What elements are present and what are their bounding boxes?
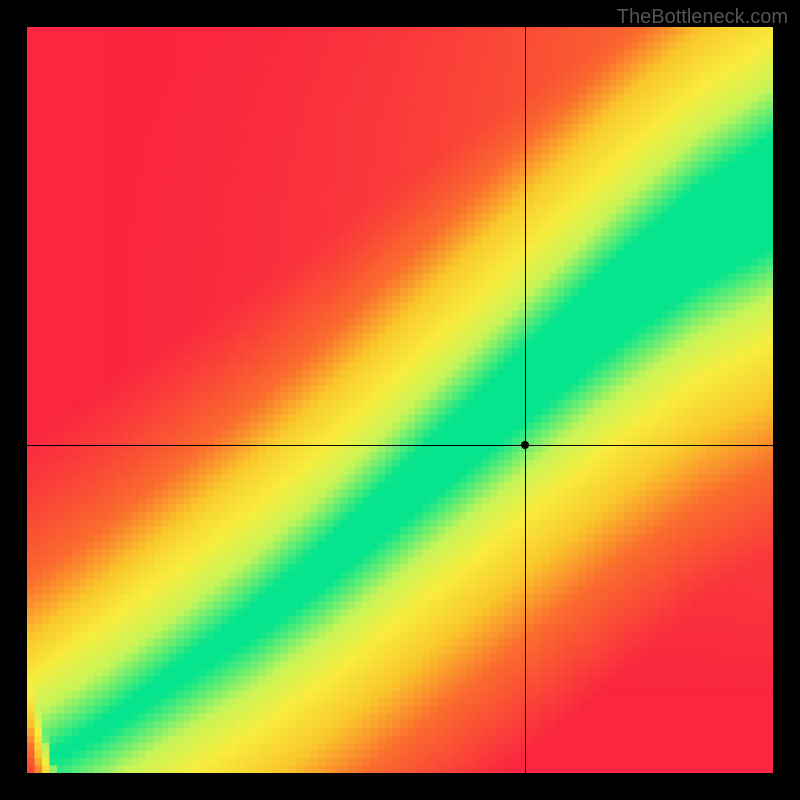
crosshair-horizontal [27,445,773,446]
crosshair-vertical [525,27,526,773]
figure-container: TheBottleneck.com [0,0,800,800]
heatmap-canvas [27,27,773,773]
heatmap-plot [27,27,773,773]
crosshair-marker [521,441,529,449]
watermark-text: TheBottleneck.com [617,6,788,29]
